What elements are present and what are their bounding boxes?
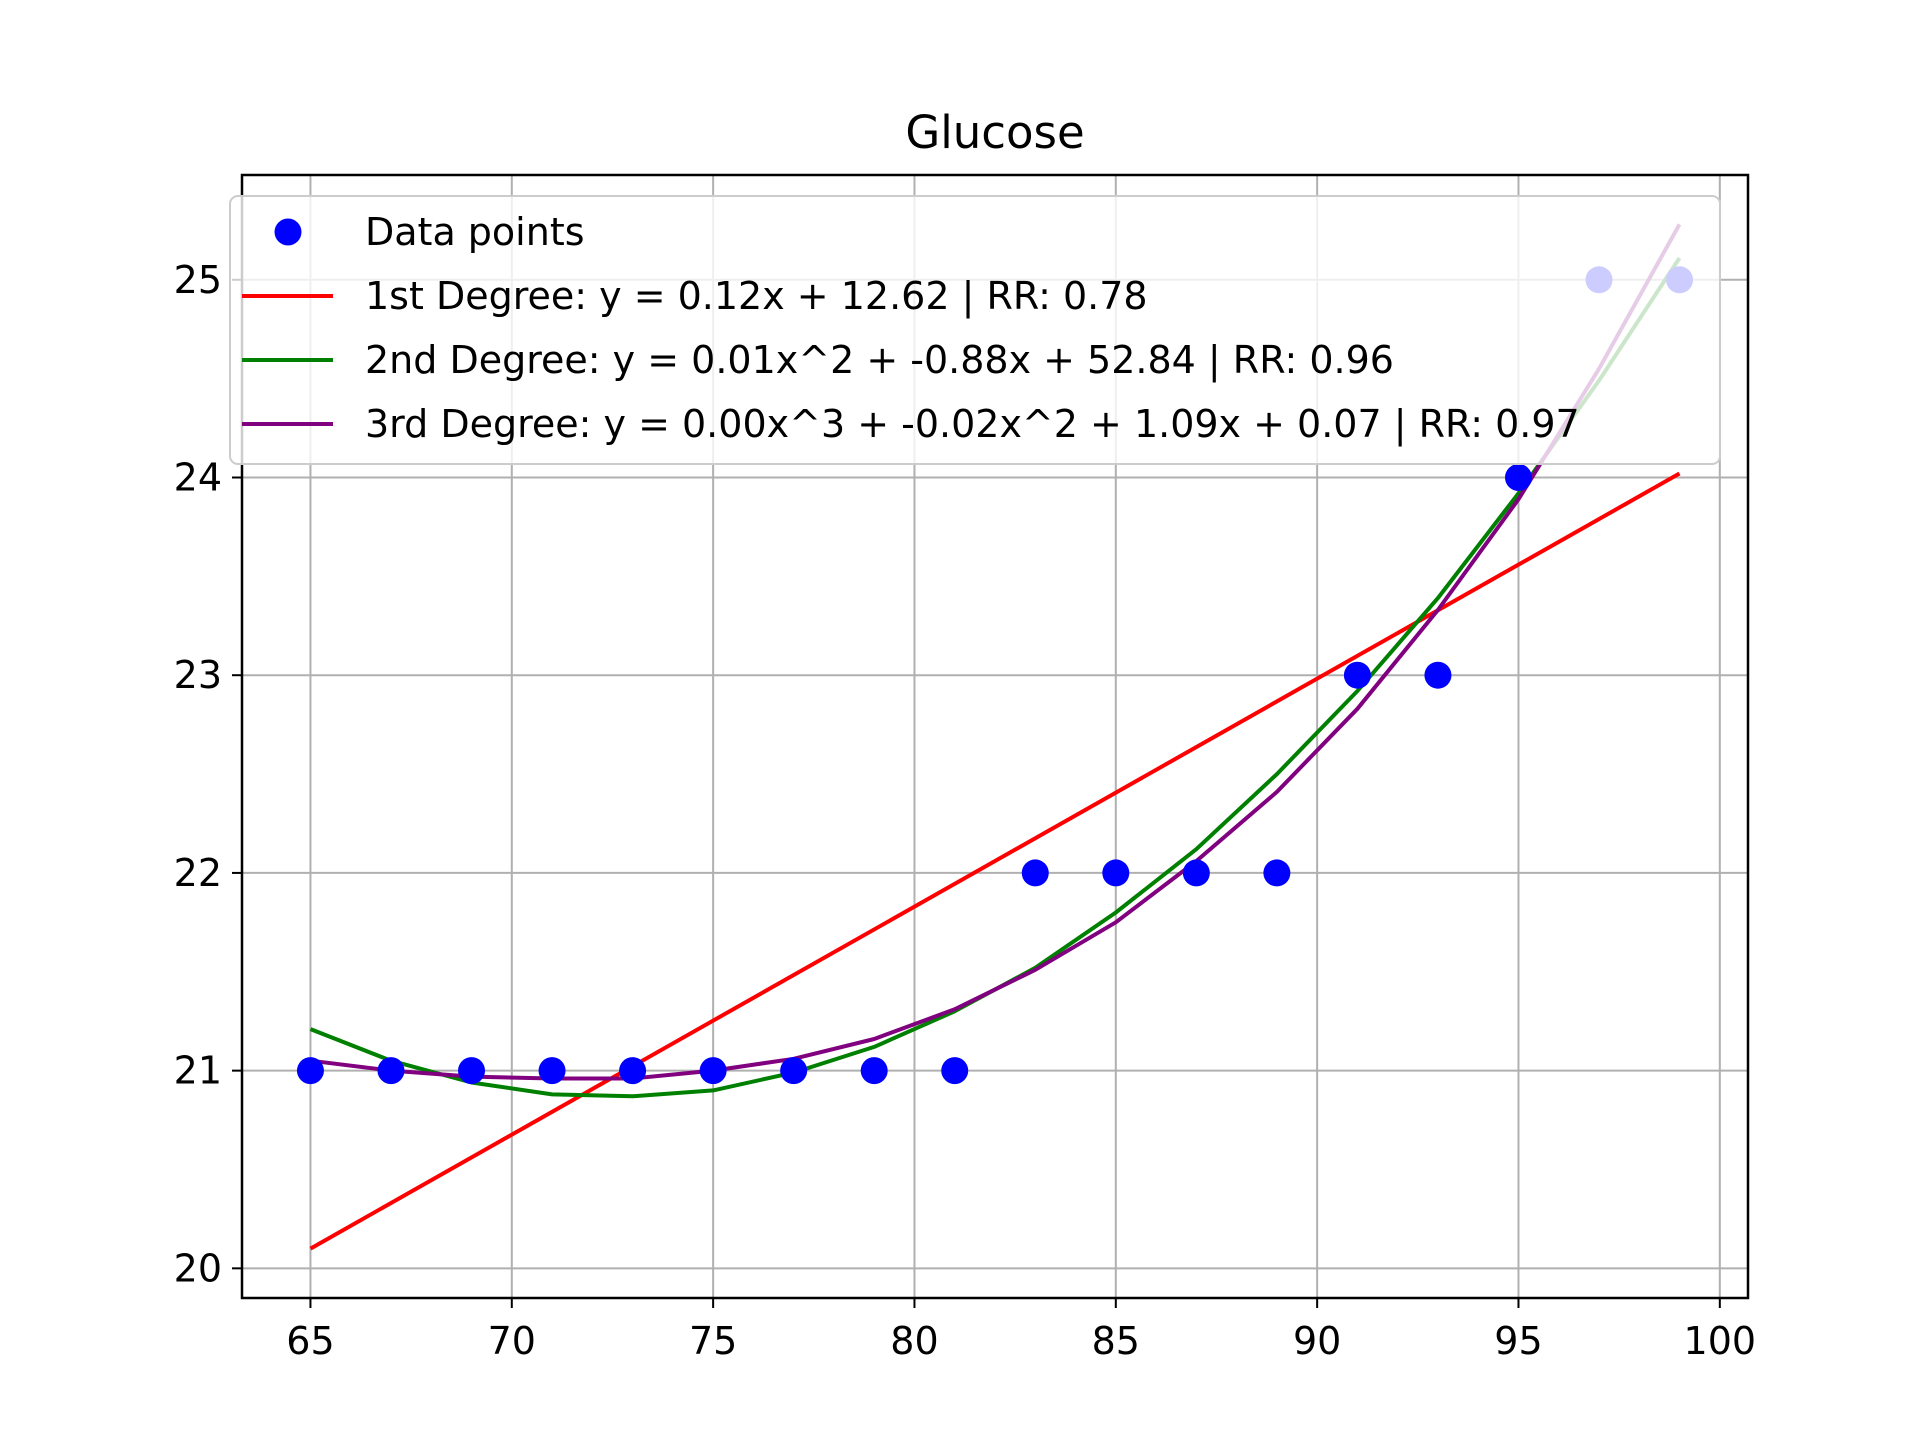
- legend-label: 2nd Degree: y = 0.01x^2 + -0.88x + 52.84…: [365, 338, 1394, 383]
- y-tick-label: 21: [174, 1049, 222, 1093]
- data-point: [941, 1057, 969, 1085]
- x-tick-label: 95: [1494, 1319, 1542, 1363]
- data-point: [377, 1057, 405, 1085]
- y-axis: 20 21 22 23 24 25: [174, 258, 242, 1290]
- y-tick-label: 22: [174, 851, 222, 895]
- data-point: [699, 1057, 727, 1085]
- x-axis: 65 70 75 80 85 90 95 100: [286, 1298, 1756, 1363]
- legend-label: 1st Degree: y = 0.12x + 12.62 | RR: 0.78: [365, 274, 1148, 319]
- axes-frame: [240, 173, 1750, 1300]
- y-tick-label: 25: [174, 258, 222, 302]
- data-point: [458, 1057, 486, 1085]
- data-point: [780, 1057, 808, 1085]
- data-point: [1343, 661, 1371, 689]
- data-point: [1504, 463, 1532, 491]
- chart-title: Glucose: [905, 106, 1084, 159]
- data-point: [619, 1057, 647, 1085]
- legend-marker-points: [274, 218, 302, 246]
- data-point: [296, 1057, 324, 1085]
- legend-label: Data points: [365, 210, 585, 254]
- y-tick-label: 24: [174, 455, 222, 499]
- data-point: [1102, 859, 1130, 887]
- legend-box: [229, 195, 1721, 465]
- x-tick-label: 100: [1684, 1319, 1757, 1363]
- data-point: [1182, 859, 1210, 887]
- x-tick-label: 80: [890, 1319, 938, 1363]
- y-tick-label: 23: [174, 653, 222, 697]
- y-tick-label: 20: [174, 1246, 222, 1290]
- linear-fit-line: [309, 471, 1681, 1251]
- data-point: [1424, 661, 1452, 689]
- data-point: [538, 1057, 566, 1085]
- data-point: [1263, 859, 1291, 887]
- data-point: [860, 1057, 888, 1085]
- x-tick-label: 85: [1092, 1319, 1140, 1363]
- x-tick-label: 70: [488, 1319, 536, 1363]
- x-tick-label: 75: [689, 1319, 737, 1363]
- data-point: [1021, 859, 1049, 887]
- legend: Data points 1st Degree: y = 0.12x + 12.62…: [229, 195, 1721, 465]
- cubic-fit-line: [310, 223, 1682, 1081]
- x-tick-label: 90: [1293, 1319, 1341, 1363]
- legend-label: 3rd Degree: y = 0.00x^3 + -0.02x^2 + 1.0…: [365, 402, 1580, 447]
- x-tick-label: 65: [286, 1319, 334, 1363]
